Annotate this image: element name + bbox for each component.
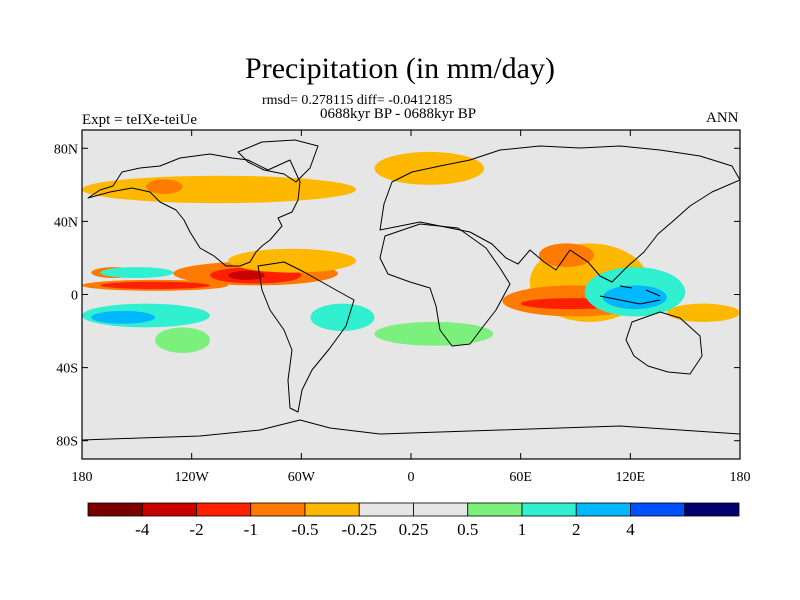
longitude-axis: 180 120W 60W 0 60E 120E 180 bbox=[72, 130, 751, 485]
latitude-axis: 80N 40N 0 40S 80S bbox=[54, 142, 740, 450]
lat-tick-label: 80S bbox=[56, 435, 78, 450]
lon-tick-label: 120W bbox=[175, 470, 210, 485]
drying-region-8 bbox=[145, 179, 183, 194]
wetting-region-22 bbox=[602, 285, 667, 310]
wetting-region-17 bbox=[155, 327, 210, 353]
lat-tick-label: 0 bbox=[71, 289, 78, 304]
lon-tick-label: 180 bbox=[730, 470, 751, 485]
coastlines bbox=[82, 139, 740, 441]
colorbar-swatch bbox=[141, 502, 197, 517]
antarctica-coast bbox=[82, 419, 740, 441]
africa-coast bbox=[379, 223, 511, 347]
lat-tick-label: 40S bbox=[56, 362, 78, 377]
north-america-coast bbox=[87, 153, 301, 267]
colorbar-label: 0.25 bbox=[399, 520, 429, 539]
colorbar-label: -2 bbox=[189, 520, 203, 539]
south-america-coast bbox=[257, 261, 355, 413]
lon-tick-label: 180 bbox=[72, 470, 93, 485]
season-label: ANN bbox=[706, 110, 739, 126]
eurasia-coast bbox=[379, 145, 740, 283]
colorbar-swatch bbox=[358, 502, 414, 517]
period-subtitle: 0688kyr BP - 0688kyr BP bbox=[320, 106, 477, 122]
greenland-coast bbox=[237, 139, 319, 183]
colorbar-label: 4 bbox=[626, 520, 635, 539]
colorbar-swatch bbox=[250, 502, 306, 517]
australia-coast bbox=[625, 311, 703, 375]
stats-subtitle: rmsd= 0.278115 diff= -0.0412185 bbox=[262, 93, 453, 108]
colorbar-label: -1 bbox=[244, 520, 258, 539]
lon-tick-label: 120E bbox=[616, 470, 646, 485]
colorbar-swatch bbox=[413, 502, 469, 517]
colorbar-swatch bbox=[196, 502, 252, 517]
drying-region-6 bbox=[228, 248, 357, 273]
drying-region-3 bbox=[228, 270, 265, 280]
colorbar-swatch bbox=[87, 502, 143, 517]
plot-title: Precipitation (in mm/day) bbox=[245, 52, 555, 85]
colorbar: -4 -2 -1 -0.5 -0.25 0.25 0.5 1 2 4 bbox=[87, 502, 740, 539]
wetting-region-16 bbox=[91, 310, 156, 324]
lon-tick-label: 60W bbox=[288, 470, 316, 485]
colorbar-swatch bbox=[521, 502, 577, 517]
colorbar-swatch bbox=[684, 502, 740, 517]
colorbar-swatch bbox=[630, 502, 686, 517]
wetting-region-20 bbox=[374, 321, 494, 346]
wetting-region-18 bbox=[100, 267, 174, 279]
lon-tick-label: 60E bbox=[509, 470, 532, 485]
lon-tick-label: 0 bbox=[408, 470, 415, 485]
colorbar-swatch bbox=[575, 502, 631, 517]
colorbar-label: -4 bbox=[135, 520, 150, 539]
colorbar-label: 1 bbox=[518, 520, 527, 539]
lat-tick-label: 40N bbox=[54, 215, 78, 230]
experiment-label: Expt = teIXe-teiUe bbox=[82, 112, 198, 128]
indonesia-coast bbox=[599, 285, 661, 305]
colorbar-swatch bbox=[467, 502, 523, 517]
lat-tick-label: 80N bbox=[54, 142, 78, 157]
drying-region-5 bbox=[100, 281, 210, 290]
colorbar-label: -0.25 bbox=[342, 520, 377, 539]
wetting-region-19 bbox=[310, 303, 375, 332]
colorbar-swatch bbox=[304, 502, 360, 517]
colorbar-label: 2 bbox=[572, 520, 581, 539]
colorbar-label: -0.5 bbox=[292, 520, 319, 539]
drying-region-14 bbox=[666, 303, 740, 322]
colorbar-label: 0.5 bbox=[457, 520, 478, 539]
